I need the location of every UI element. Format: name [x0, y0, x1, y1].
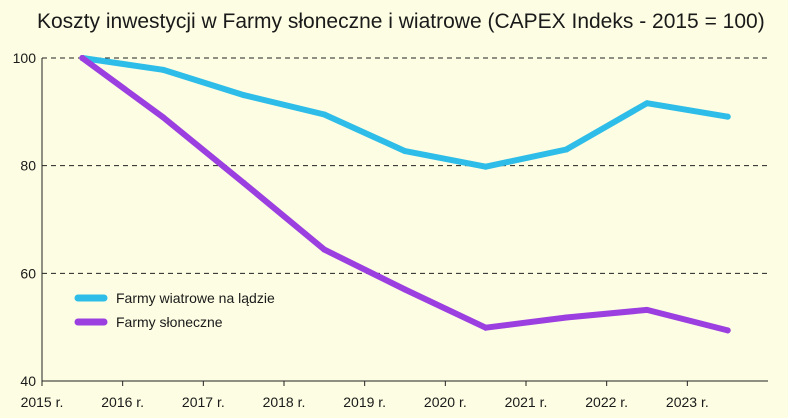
data-point	[482, 324, 489, 331]
x-tick-label: 2017 r.	[182, 394, 225, 410]
x-tick-label: 2016 r.	[101, 394, 144, 410]
data-point	[402, 286, 408, 293]
x-tick-label: 2018 r.	[263, 394, 306, 410]
data-point	[563, 314, 570, 321]
y-tick-label: 100	[13, 50, 37, 66]
legend-label: Farmy słoneczne	[116, 314, 223, 330]
x-tick-label: 2020 r.	[424, 394, 467, 410]
x-tick-label: 2015 r.	[21, 394, 64, 410]
data-point	[482, 163, 489, 170]
y-tick-label: 80	[20, 158, 36, 174]
y-tick-label: 60	[20, 265, 36, 281]
data-point	[240, 179, 247, 186]
data-point	[724, 327, 731, 334]
data-point	[160, 114, 166, 121]
chart-title: Koszty inwestycji w Farmy słoneczne i wi…	[37, 10, 765, 33]
data-point	[321, 111, 328, 118]
legend-label: Farmy wiatrowe na lądzie	[116, 290, 275, 306]
x-tick-label: 2019 r.	[343, 394, 386, 410]
series-layer	[79, 55, 731, 334]
data-point	[724, 113, 731, 120]
data-point	[321, 246, 328, 253]
data-point	[240, 92, 247, 99]
data-point	[563, 146, 570, 153]
axis-layer: 40 60 80 100 2015 r. 2016 r. 2017 r. 2018 r. 201…	[13, 50, 768, 410]
data-point	[644, 100, 650, 107]
data-point	[644, 306, 650, 313]
x-tick-label: 2023 r.	[666, 394, 709, 410]
data-point	[160, 66, 166, 73]
x-tick-label: 2022 r.	[585, 394, 628, 410]
grid-layer	[42, 57, 768, 274]
y-tick-label: 40	[20, 373, 36, 389]
x-tick-label: 2021 r.	[505, 394, 548, 410]
data-point	[402, 148, 408, 155]
data-point	[79, 55, 86, 61]
legend: Farmy wiatrowe na lądzie Farmy słoneczne	[74, 290, 275, 330]
